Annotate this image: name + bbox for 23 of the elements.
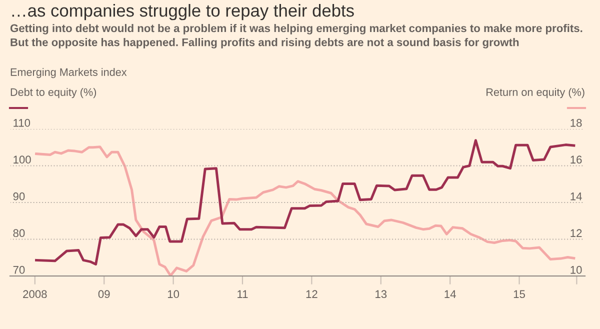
x-tick-label: 11 [238,290,248,298]
x-tick-label: 12 [306,290,318,298]
y2-tick-label: 10 [570,266,582,274]
chart-subtitle: Getting into debt would not be a problem if it was helping emerging market companies to make more profits. But the opposite has happened. Falling profits and rising debts are not a sound basis for growth [10,24,582,48]
y-tick-label: 110 [14,118,30,127]
y2-tick-label: 12 [570,229,582,237]
x-tick-label: 10 [168,290,180,298]
x-tick-label: 09 [98,290,110,298]
y-tick-label: 70 [13,266,25,274]
y-axis-title: Debt to equity (%) [10,88,96,98]
x-tick-label: 14 [444,290,456,298]
y-tick-label: 100 [14,156,31,164]
y2-axis-title: Return on equity (%) [486,88,584,98]
x-tick-label: 15 [514,290,525,298]
text: Emerging Markets index [10,68,127,78]
y2-tick-label: 16 [570,156,582,164]
x-tick-label: 2008 [23,290,47,298]
x-tick-label: 13 [376,290,387,298]
y-tick-label: 80 [13,229,25,238]
y-tick-label: 90 [13,192,25,200]
y2-tick-label: 14 [570,192,582,200]
y2-tick-label: 18 [570,118,582,127]
chart-title: …as companies struggle to repay their debts [12,4,354,20]
